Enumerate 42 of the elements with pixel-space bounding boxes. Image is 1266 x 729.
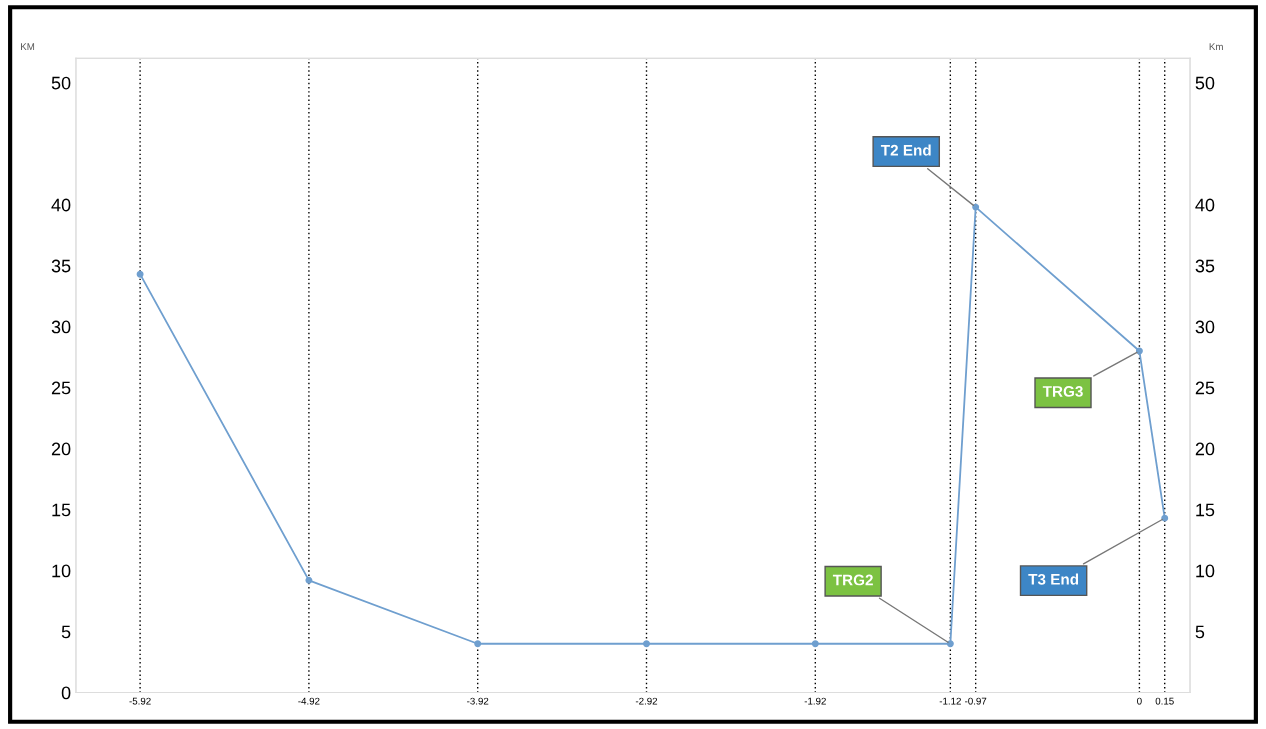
x-tick-label: -3.92 <box>467 697 489 705</box>
annotation: T3 End <box>1028 573 1079 585</box>
y2-tick-label: 30 <box>1195 320 1215 334</box>
x-tick-label: 0.15 <box>1155 697 1174 705</box>
y-tick-label: 30 <box>51 320 71 334</box>
point <box>972 203 980 211</box>
y-tick-label: 20 <box>51 442 71 456</box>
point <box>946 640 954 648</box>
y2-tick-label: 40 <box>1195 198 1215 212</box>
point <box>1135 347 1143 355</box>
y2-tick-label: 10 <box>1196 564 1215 578</box>
x-tick-label: -2.92 <box>635 697 658 705</box>
x-tick-label: -5.92 <box>129 697 151 705</box>
y2-tick-label: 15 <box>1196 503 1215 517</box>
point <box>305 576 313 584</box>
y2-tick-label: 25 <box>1195 381 1215 395</box>
point <box>643 640 650 648</box>
y-tick-label: 40 <box>51 198 71 212</box>
annotation: TRG3 <box>1042 385 1083 397</box>
point <box>136 270 144 278</box>
y2-tick-label: 50 <box>1195 76 1215 90</box>
annotation: TRG2 <box>832 574 873 586</box>
x-tick-label: -1.92 <box>804 697 826 705</box>
y-tick-label: 15 <box>52 503 71 517</box>
y2-tick-label: 5 <box>1195 625 1205 639</box>
point <box>1161 514 1169 522</box>
y-tick-label: 50 <box>51 76 71 90</box>
x-tick-label: -1.12 <box>939 697 961 705</box>
y2-tick-label: 20 <box>1195 442 1215 456</box>
y-axis-title: KM <box>21 43 35 50</box>
y-tick-label: 10 <box>52 564 71 578</box>
x-tick-label: -0.97 <box>965 697 987 705</box>
y-tick-label: 35 <box>51 259 71 273</box>
point <box>811 640 819 648</box>
x-tick-label: -4.92 <box>298 697 320 705</box>
annotation: T2 End <box>880 144 931 156</box>
y-tick-label: 25 <box>51 381 71 395</box>
point <box>474 640 482 648</box>
y2-tick-label: 35 <box>1195 259 1215 273</box>
y2-axis-title: Km <box>1209 43 1223 50</box>
y-tick-label: 5 <box>61 625 71 639</box>
x-tick-label: 0 <box>1137 697 1142 705</box>
